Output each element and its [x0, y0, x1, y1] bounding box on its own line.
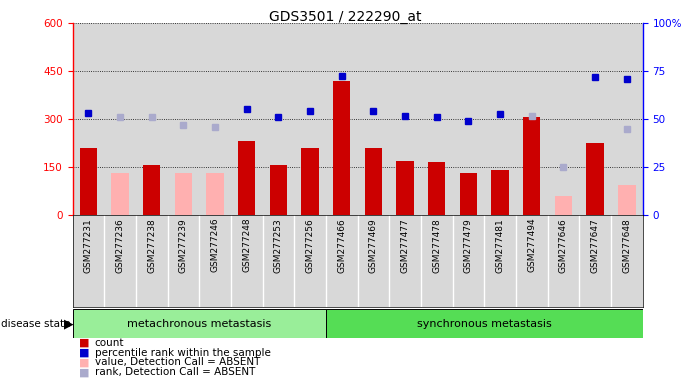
Bar: [167, 23, 199, 215]
Text: ▶: ▶: [64, 317, 73, 330]
Bar: [73, 309, 326, 338]
Bar: [516, 23, 547, 215]
Text: synchronous metastasis: synchronous metastasis: [417, 318, 551, 329]
Text: GSM277238: GSM277238: [147, 218, 156, 273]
Text: count: count: [95, 338, 124, 348]
Text: GSM277494: GSM277494: [527, 218, 536, 272]
Bar: [460, 174, 477, 215]
Text: GSM277466: GSM277466: [337, 218, 346, 273]
Text: ■: ■: [79, 338, 90, 348]
Text: GSM277248: GSM277248: [243, 218, 252, 272]
Text: GSM277246: GSM277246: [211, 218, 220, 272]
Text: disease state: disease state: [1, 318, 71, 329]
Bar: [333, 81, 350, 215]
Text: GSM277647: GSM277647: [591, 218, 600, 273]
Bar: [618, 185, 636, 215]
Text: GSM277479: GSM277479: [464, 218, 473, 273]
Text: GDS3501 / 222290_at: GDS3501 / 222290_at: [269, 10, 422, 23]
Bar: [111, 174, 129, 215]
Text: rank, Detection Call = ABSENT: rank, Detection Call = ABSENT: [95, 367, 255, 377]
Bar: [579, 23, 611, 215]
Text: GSM277253: GSM277253: [274, 218, 283, 273]
Bar: [453, 23, 484, 215]
Bar: [207, 174, 224, 215]
Bar: [326, 23, 358, 215]
Bar: [365, 148, 382, 215]
Bar: [611, 23, 643, 215]
Text: GSM277256: GSM277256: [305, 218, 314, 273]
Bar: [294, 23, 326, 215]
Bar: [547, 23, 579, 215]
Text: metachronous metastasis: metachronous metastasis: [127, 318, 272, 329]
Bar: [389, 23, 421, 215]
Text: value, Detection Call = ABSENT: value, Detection Call = ABSENT: [95, 358, 260, 367]
Bar: [421, 23, 453, 215]
Bar: [263, 23, 294, 215]
Text: GSM277239: GSM277239: [179, 218, 188, 273]
Text: GSM277231: GSM277231: [84, 218, 93, 273]
Bar: [555, 196, 572, 215]
Bar: [104, 23, 136, 215]
Bar: [587, 143, 604, 215]
Bar: [143, 166, 160, 215]
Bar: [238, 141, 256, 215]
Text: percentile rank within the sample: percentile rank within the sample: [95, 348, 271, 358]
Bar: [301, 148, 319, 215]
Text: GSM277646: GSM277646: [559, 218, 568, 273]
Bar: [358, 23, 389, 215]
Bar: [484, 23, 516, 215]
Bar: [397, 161, 414, 215]
Text: GSM277478: GSM277478: [433, 218, 442, 273]
Bar: [428, 162, 446, 215]
Bar: [73, 23, 104, 215]
Text: GSM277477: GSM277477: [401, 218, 410, 273]
Bar: [326, 309, 643, 338]
Bar: [79, 148, 97, 215]
Text: GSM277469: GSM277469: [369, 218, 378, 273]
Bar: [136, 23, 167, 215]
Text: GSM277481: GSM277481: [495, 218, 504, 273]
Bar: [231, 23, 263, 215]
Bar: [269, 166, 287, 215]
Bar: [523, 118, 540, 215]
Text: ■: ■: [79, 367, 90, 377]
Bar: [491, 170, 509, 215]
Text: GSM277648: GSM277648: [623, 218, 632, 273]
Text: ■: ■: [79, 358, 90, 367]
Bar: [175, 174, 192, 215]
Bar: [199, 23, 231, 215]
Text: GSM277236: GSM277236: [115, 218, 124, 273]
Text: ■: ■: [79, 348, 90, 358]
